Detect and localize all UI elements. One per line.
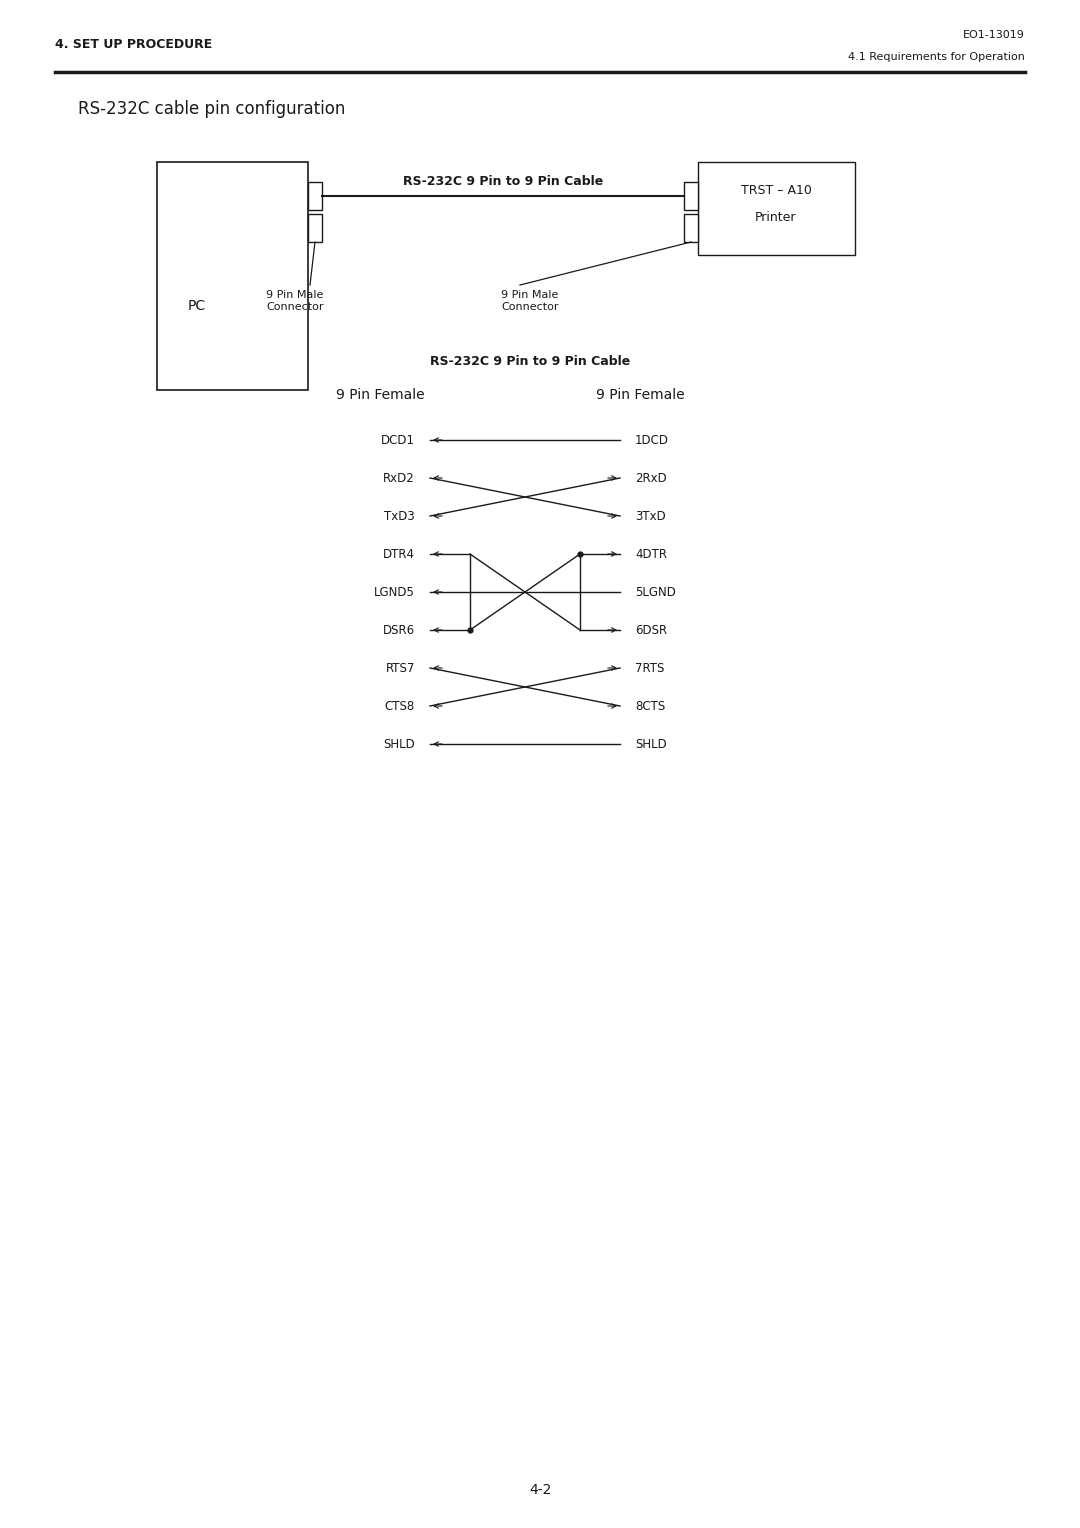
Bar bbox=[308, 214, 322, 241]
Text: CTS8: CTS8 bbox=[384, 700, 415, 712]
Bar bbox=[684, 182, 698, 209]
Text: RxD2: RxD2 bbox=[383, 472, 415, 484]
Text: LGND5: LGND5 bbox=[374, 585, 415, 599]
Text: 8CTS: 8CTS bbox=[635, 700, 665, 712]
Text: 6DSR: 6DSR bbox=[635, 623, 667, 637]
Text: 3TxD: 3TxD bbox=[635, 509, 665, 523]
Text: 1DCD: 1DCD bbox=[635, 434, 669, 446]
Bar bbox=[698, 162, 855, 255]
Text: 9 Pin Male
Connector: 9 Pin Male Connector bbox=[501, 290, 558, 312]
Text: 4-2: 4-2 bbox=[529, 1484, 551, 1497]
Text: 2RxD: 2RxD bbox=[635, 472, 666, 484]
Bar bbox=[157, 162, 308, 390]
Text: RTS7: RTS7 bbox=[386, 662, 415, 674]
Text: 4. SET UP PROCEDURE: 4. SET UP PROCEDURE bbox=[55, 38, 213, 50]
Text: PC: PC bbox=[188, 299, 206, 313]
Text: 9 Pin Female: 9 Pin Female bbox=[596, 388, 685, 402]
Text: DCD1: DCD1 bbox=[381, 434, 415, 446]
Text: Printer: Printer bbox=[755, 211, 797, 223]
Text: RS-232C 9 Pin to 9 Pin Cable: RS-232C 9 Pin to 9 Pin Cable bbox=[430, 354, 630, 368]
Text: RS-232C cable pin configuration: RS-232C cable pin configuration bbox=[78, 99, 346, 118]
Text: 9 Pin Male
Connector: 9 Pin Male Connector bbox=[267, 290, 324, 312]
Text: 4DTR: 4DTR bbox=[635, 547, 667, 561]
Text: DTR4: DTR4 bbox=[383, 547, 415, 561]
Text: EO1-13019: EO1-13019 bbox=[963, 31, 1025, 40]
Bar bbox=[684, 214, 698, 241]
Text: 7RTS: 7RTS bbox=[635, 662, 664, 674]
Text: TRST – A10: TRST – A10 bbox=[741, 183, 811, 197]
Text: 4.1 Requirements for Operation: 4.1 Requirements for Operation bbox=[848, 52, 1025, 63]
Text: SHLD: SHLD bbox=[635, 738, 666, 750]
Text: 9 Pin Female: 9 Pin Female bbox=[336, 388, 424, 402]
Text: RS-232C 9 Pin to 9 Pin Cable: RS-232C 9 Pin to 9 Pin Cable bbox=[403, 176, 603, 188]
Text: 5LGND: 5LGND bbox=[635, 585, 676, 599]
Text: DSR6: DSR6 bbox=[383, 623, 415, 637]
Bar bbox=[308, 182, 322, 209]
Text: TxD3: TxD3 bbox=[384, 509, 415, 523]
Text: SHLD: SHLD bbox=[383, 738, 415, 750]
